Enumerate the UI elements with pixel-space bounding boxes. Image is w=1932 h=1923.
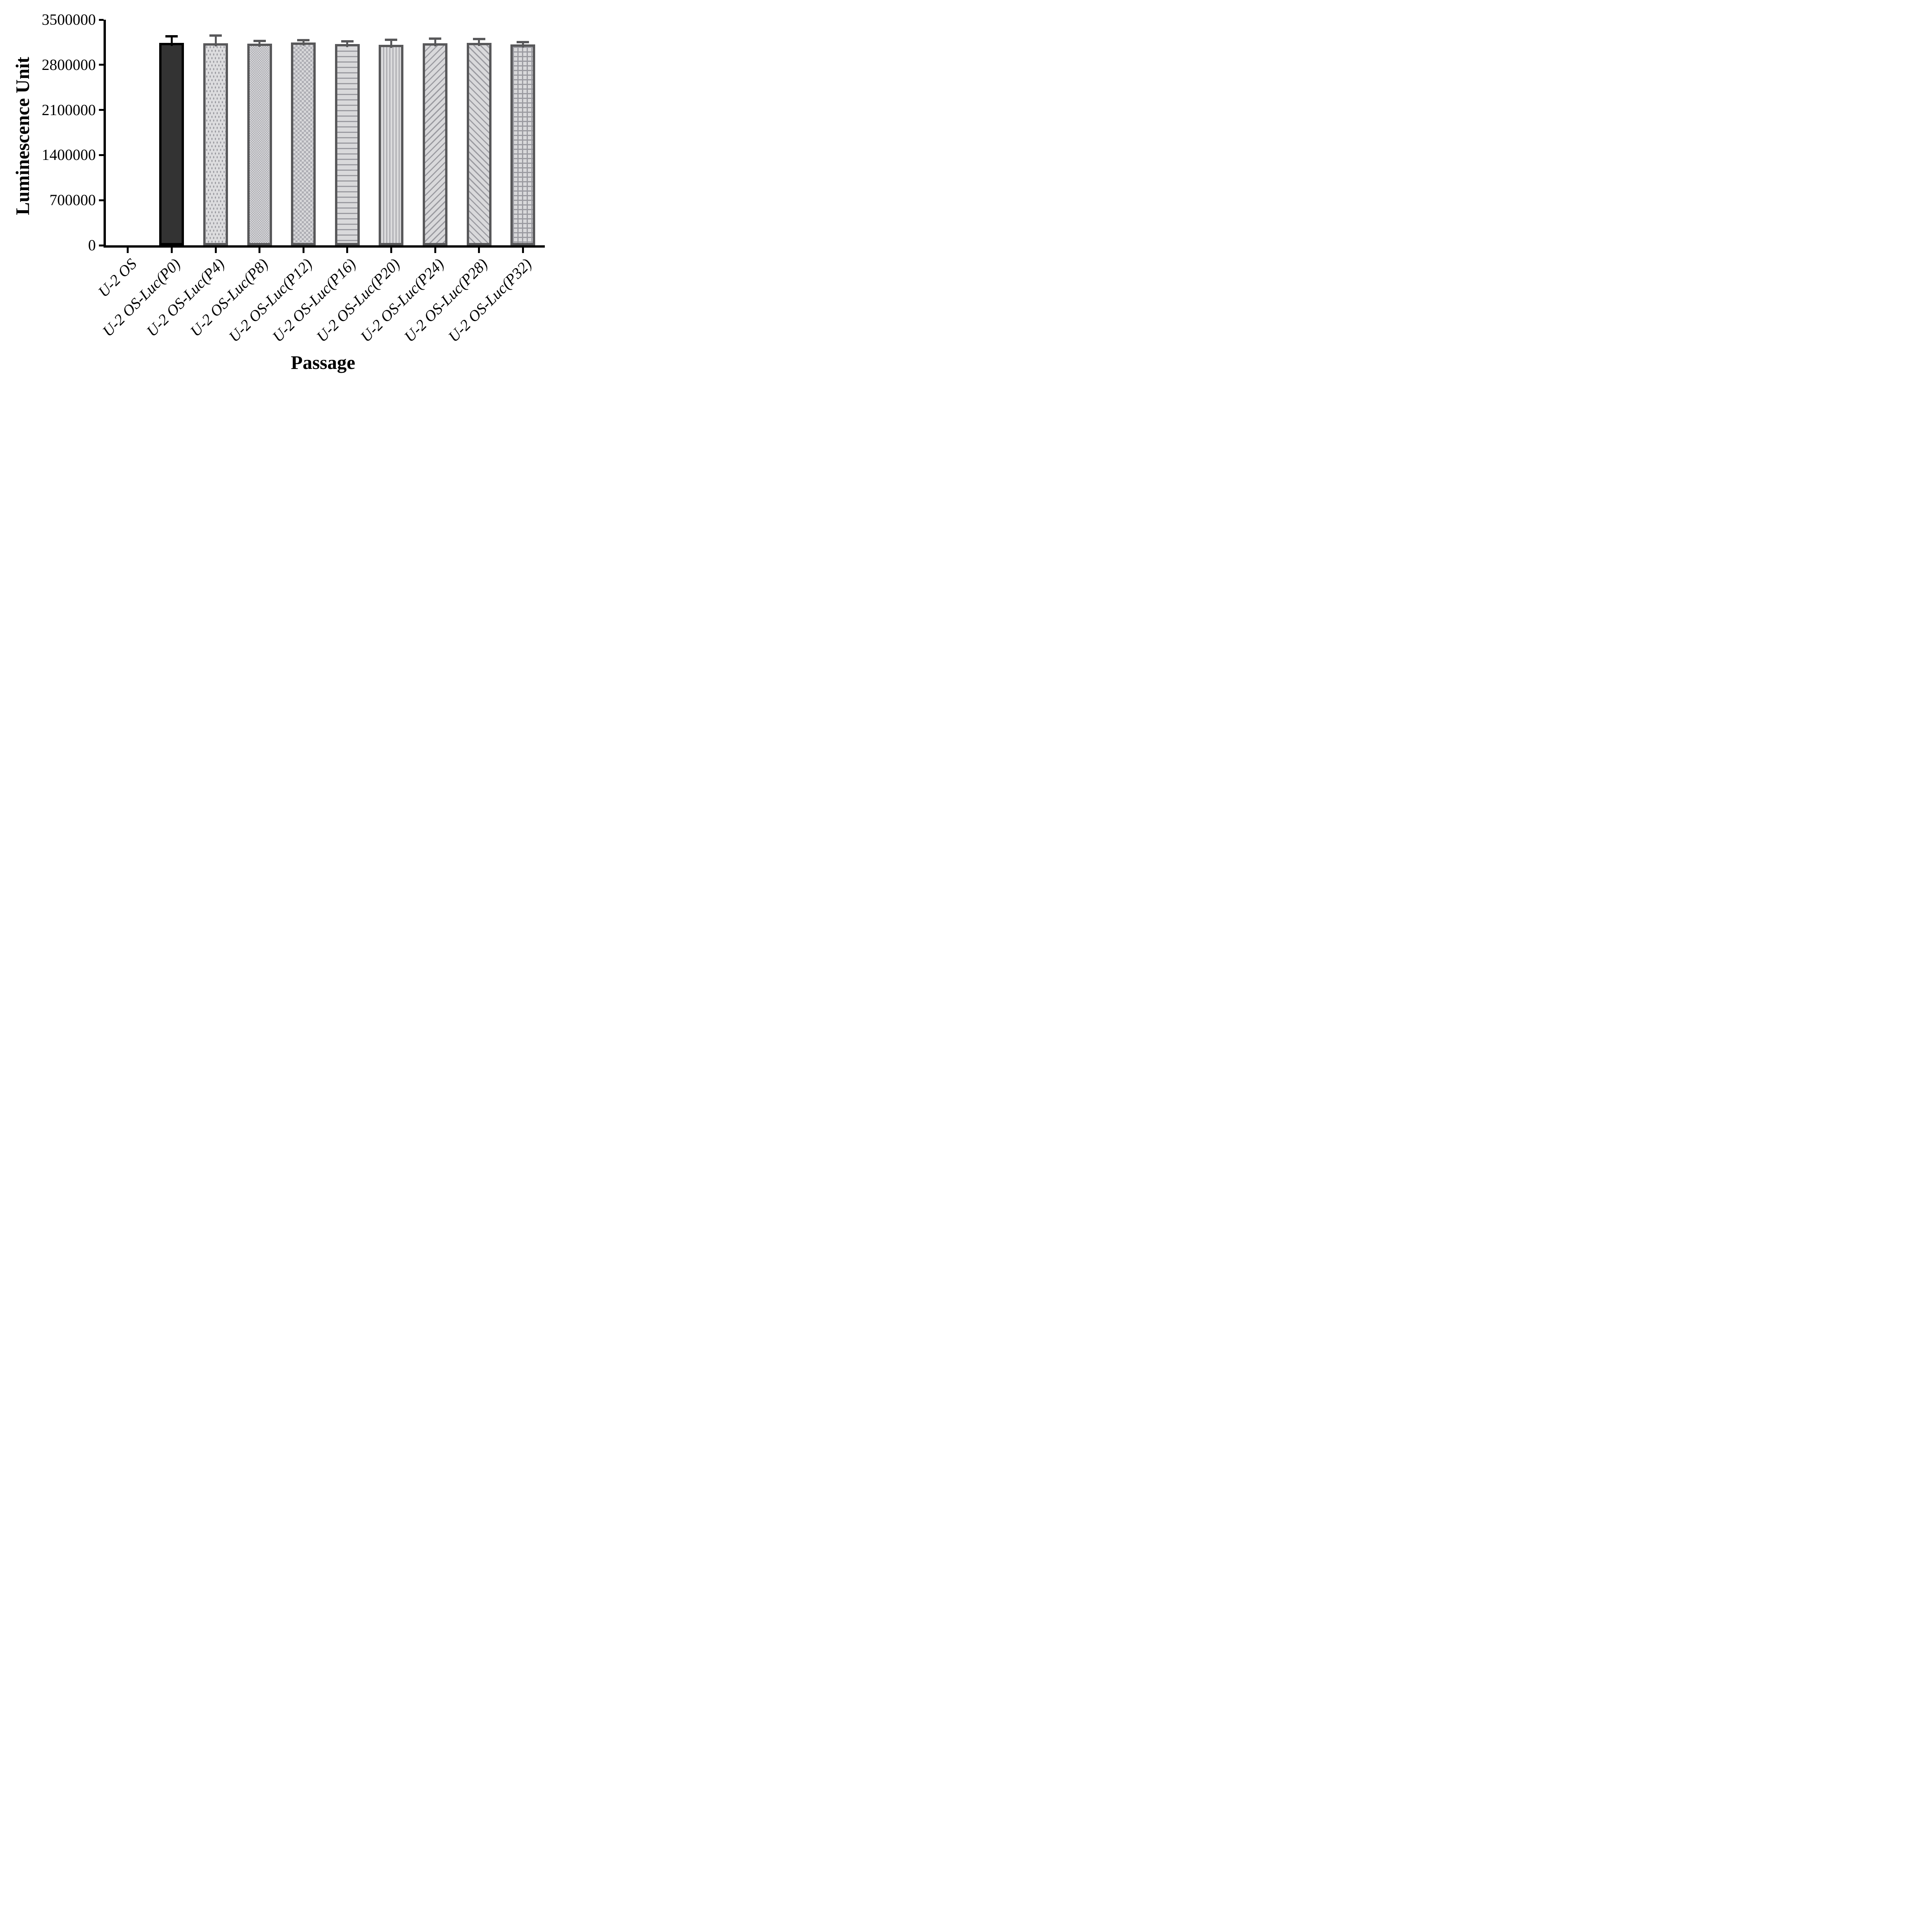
error-bar-cap [473,38,485,40]
bar-U-2 OS-Luc(P12) [291,42,316,245]
y-axis-tick [99,199,104,201]
x-tick-label: U-2 OS-Luc(P32) [444,255,535,345]
error-bar-cap [429,37,441,40]
x-axis-tick [127,248,129,253]
y-tick-label: 0 [88,236,96,254]
x-tick-label: U-2 OS-Luc(P4) [143,255,228,340]
x-axis-tick [170,248,173,253]
x-axis-tick [522,248,524,253]
bar-U-2 OS-Luc(P28) [466,43,492,245]
plot-area: 0 700000 1400000 2100000 2800000 3500000 U-2 O… [42,11,545,345]
y-axis-tick [99,154,104,156]
x-axis-tick [390,248,392,253]
x-axis-tick [434,248,436,253]
error-bar-cap [385,39,398,41]
y-tick-label: 2800000 [42,56,96,73]
y-tick-label: 1400000 [42,146,96,164]
error-bar-cap [209,34,222,37]
x-axis-tick [302,248,304,253]
y-axis-tick [99,244,104,246]
x-axis-tick [478,248,480,253]
x-axis-tick [214,248,217,253]
y-axis-tick [99,64,104,66]
x-tick-label: U-2 OS-Luc(P8) [187,255,272,340]
y-axis-tick [99,19,104,21]
error-bar-whisker [302,40,304,46]
x-axis-title: Passage [291,352,355,373]
error-bar-whisker [346,41,349,47]
bar-U-2 OS-Luc(P20) [379,45,404,245]
error-bar-whisker [522,42,524,48]
error-bar-whisker [478,39,480,46]
y-tick-label: 700000 [49,191,96,209]
x-axis-tick [259,248,261,253]
error-bar-whisker [259,41,261,47]
y-tick-label: 3500000 [42,11,96,28]
error-bar-whisker [170,36,173,46]
bar-U-2 OS-Luc(P16) [335,44,360,245]
error-bar-cap [297,39,310,41]
error-bar-cap [517,41,529,43]
error-bar-whisker [390,40,392,48]
error-bar-whisker [434,39,436,46]
error-bar-cap [165,35,178,37]
bar-U-2 OS-Luc(P4) [203,43,228,245]
x-axis-tick [346,248,349,253]
y-axis-tick [99,109,104,111]
bar-U-2 OS-Luc(P0) [159,43,184,245]
error-bar-whisker [214,36,217,46]
error-bar-cap [341,40,354,42]
x-tick-label: U-2 OS-Luc(P0) [99,255,184,340]
bar-U-2 OS-Luc(P24) [423,43,447,245]
y-tick-label: 2100000 [42,101,96,119]
bar-U-2 OS-Luc(P8) [247,44,272,245]
error-bar-cap [253,40,266,42]
bar-U-2 OS-Luc(P32) [510,44,536,245]
bar-chart-figure: Luminescence Unit 0 700000 1400000 2100000 2… [0,0,567,385]
